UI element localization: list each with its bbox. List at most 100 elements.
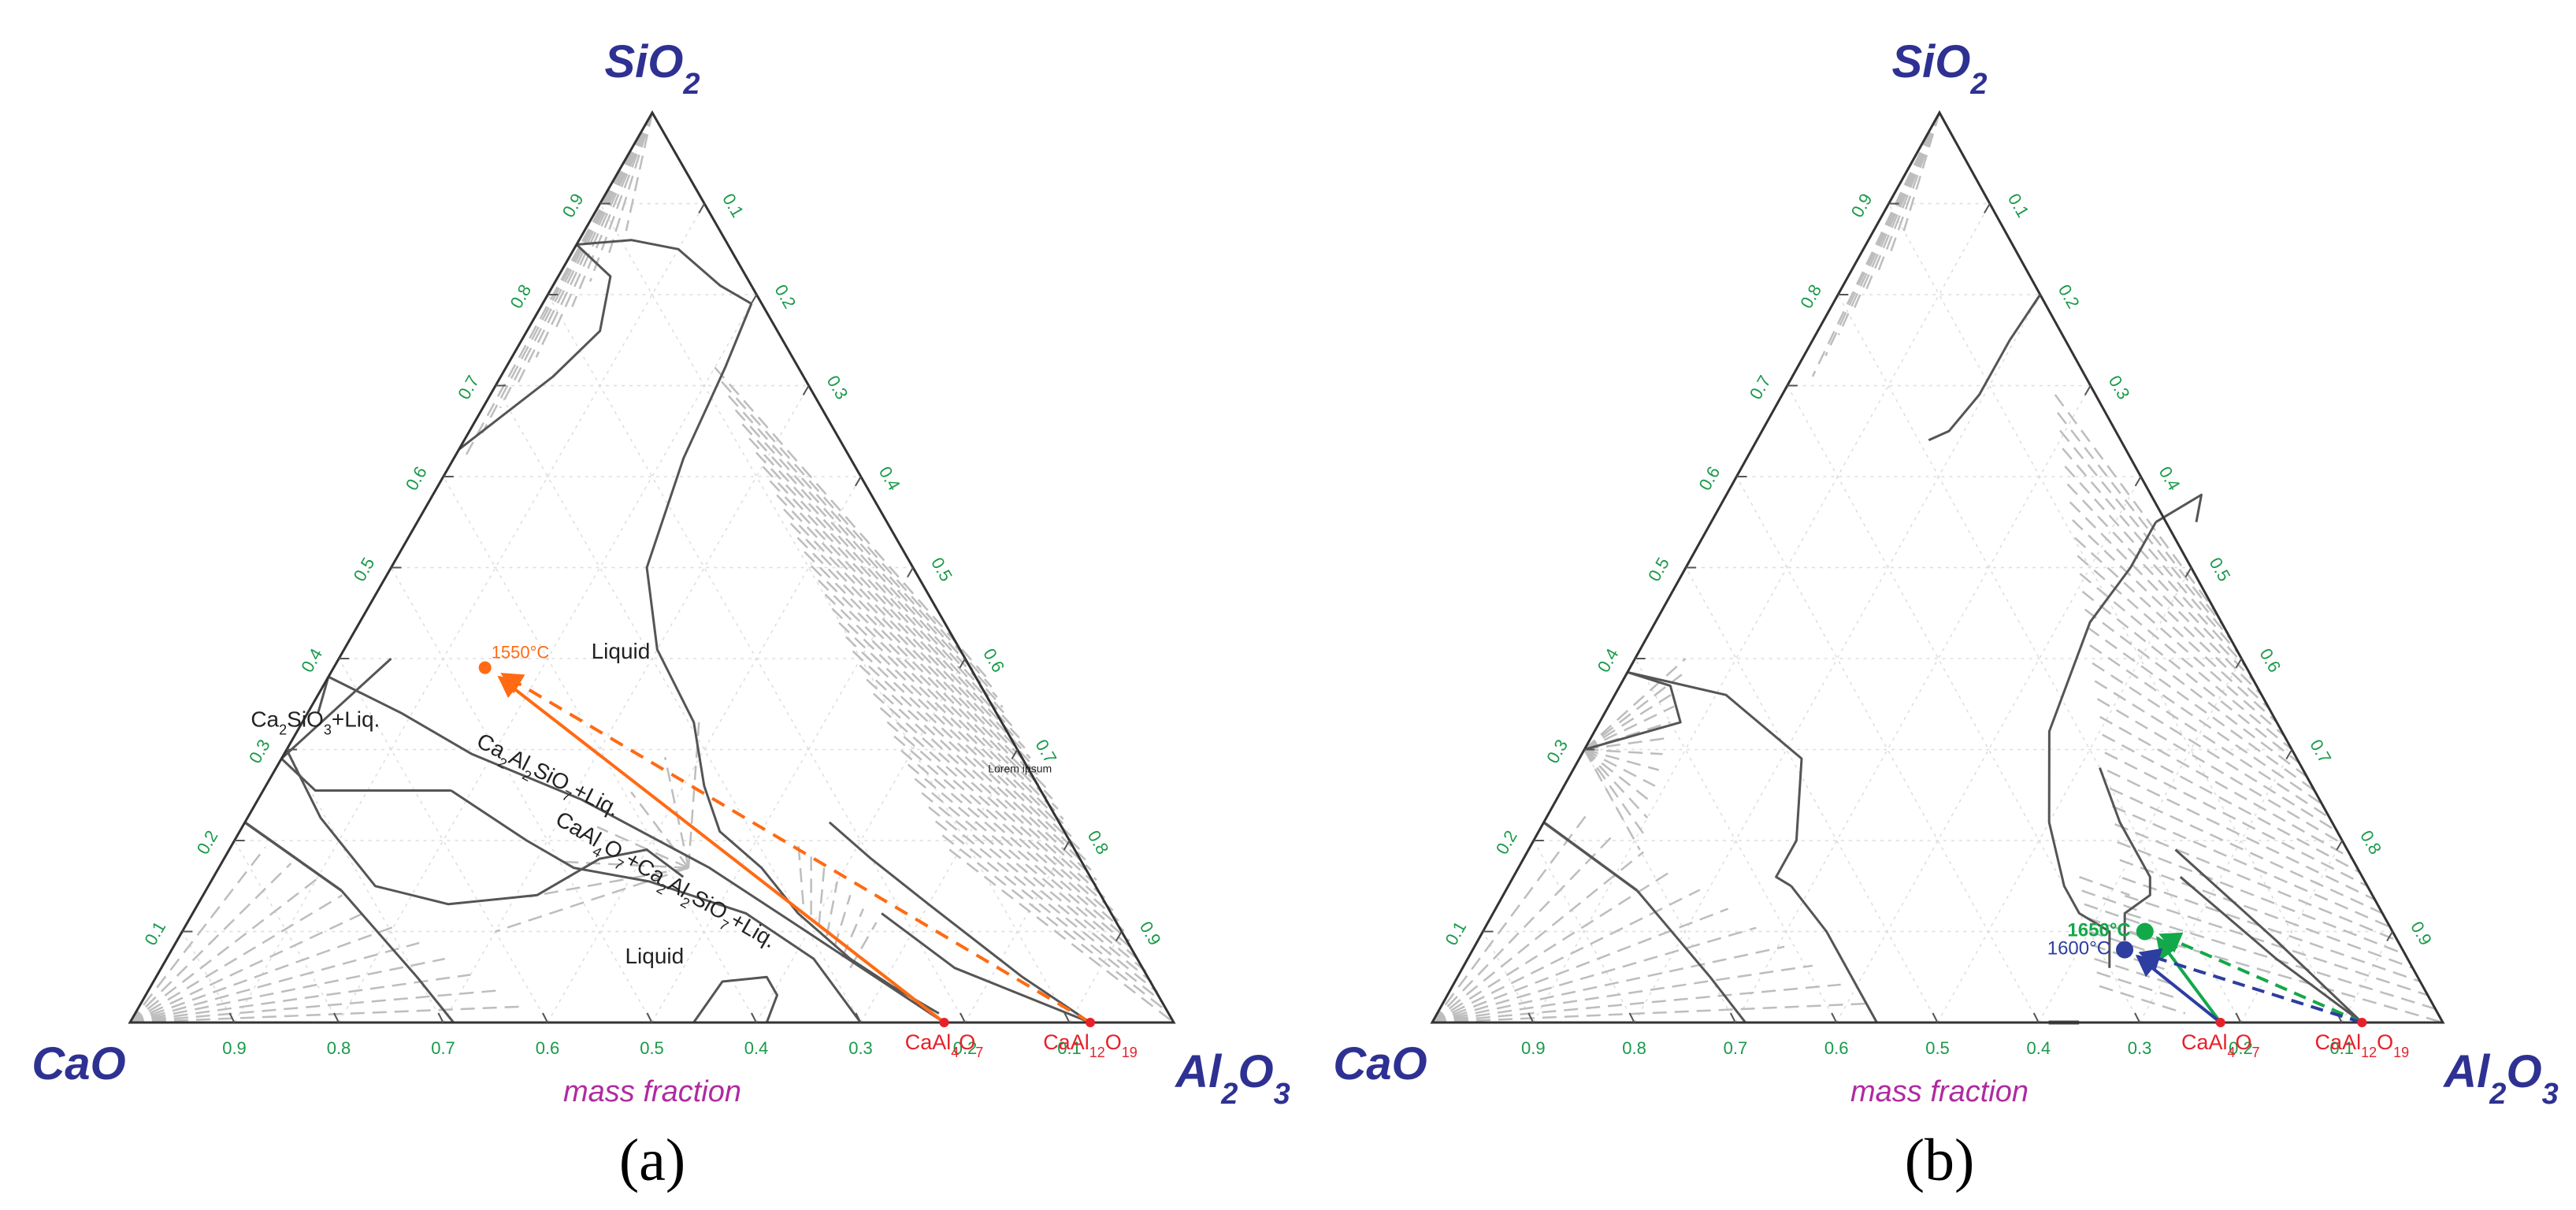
panel-a-tie-line	[727, 395, 998, 698]
panel-a-tick-label-right: 0.9	[1136, 918, 1165, 948]
panel-a-boundary-lower-liquid	[450, 789, 862, 1023]
panel-b-grid-line	[1532, 203, 1991, 1023]
panel-b-boundary-c2s-loop	[1627, 670, 1803, 888]
panel-b-tie-line	[2124, 894, 2429, 997]
panel-b-tie-line	[2099, 985, 2186, 1015]
panel-a-grid-line	[286, 749, 444, 1023]
panel-b-grid-line	[1533, 840, 1635, 1023]
panel-a-region-label-2: Ca2Al2SiO7+Liq.	[470, 728, 624, 826]
panel-b-tick	[2184, 566, 2192, 578]
panel-b-tie-line	[1584, 748, 1663, 755]
panel-b-tick-label-right: 0.5	[2206, 554, 2235, 585]
panel-b-vertex-top-label: SiO2	[1891, 36, 1987, 101]
panel-a-tie-line	[571, 112, 654, 307]
panel-b-compound-point-1	[2357, 1018, 2367, 1027]
panel-a-tie-line	[783, 508, 1042, 780]
panel-a-tie-line	[893, 735, 1130, 942]
panel-b-tie-line	[1431, 908, 1729, 1024]
panel-b-grid-line	[1482, 931, 1534, 1023]
panel-b-tie-line	[2072, 519, 2270, 710]
panel-b-tick-label-right: 0.7	[2306, 736, 2335, 766]
panel-b-tick	[2033, 294, 2041, 305]
panel-a-tie-line	[841, 908, 865, 958]
panel-a-tick	[1063, 840, 1071, 851]
panel-a-tie-line	[859, 664, 1103, 892]
panel-a-boundary-ca2sio3	[280, 757, 451, 792]
panel-b-tie-line	[1431, 983, 1841, 1024]
panel-a-tick-label-left: 0.3	[245, 736, 274, 766]
panel-a-tie-line	[129, 894, 343, 1024]
panel-b-tick-label-right: 0.2	[2054, 281, 2084, 312]
panel-b-tie-line	[1583, 658, 1687, 751]
panel-a-grid-line	[599, 203, 1071, 1023]
panel-a-grid-line	[651, 567, 914, 1023]
panel-b-tick-label-left: 0.1	[1441, 918, 1470, 948]
panel-b-boundary-left-loop	[1583, 670, 1682, 751]
panel-b-tie-line	[2062, 447, 2240, 655]
panel-b-grid-line	[1735, 385, 2092, 1023]
panel-b-tick-label-bottom: 0.8	[1622, 1038, 1646, 1058]
panel-b-tick	[1730, 1012, 1736, 1023]
panel-b-tie-line	[1583, 748, 1660, 771]
panel-a-region-label-1: Ca2SiO3+Liq.	[251, 707, 380, 738]
panel-b-grid	[1482, 202, 2393, 1023]
panel-b-tie-line	[2056, 411, 2225, 628]
panel-a-tie-line	[529, 867, 689, 898]
panel-b-grid-line	[1633, 294, 2041, 1023]
panel-b-boundary-c3a	[1636, 889, 1746, 1023]
panel-b-tie-line	[1583, 748, 1645, 835]
panel-a-tie-line	[776, 494, 1037, 770]
panel-b-boundary-cal12	[2174, 848, 2363, 1024]
panel-b-tick-label-right: 0.3	[2105, 372, 2134, 403]
panel-a-vertex-top-label: SiO2	[604, 36, 700, 101]
panel-a-boundary-silica-dome	[576, 239, 752, 305]
panel-b-boundary-c3s	[1542, 821, 1639, 892]
panel-a-vertex-right-label: Al2O3	[1174, 1046, 1290, 1111]
panel-b-tie-line	[2084, 608, 2308, 778]
panel-b-tie-line	[1837, 112, 1941, 336]
panel-b-tick	[2134, 1012, 2140, 1023]
panel-a-tick-label-left: 0.1	[140, 918, 169, 948]
panel-b-compound-points: CaAl4O7 CaAl12O19	[2181, 1018, 2409, 1060]
panel-a-tick-label-bottom: 0.3	[848, 1038, 873, 1058]
panel-b-tick-label-left: 0.4	[1594, 645, 1623, 676]
panel-b-boundary-right-top	[2155, 493, 2203, 523]
panel-b-tie-line	[2054, 394, 2218, 614]
panel-a-tie-line	[826, 881, 838, 937]
panel-b-tie-line	[2074, 536, 2277, 723]
panel-b-composition-paths	[2135, 932, 2363, 1024]
panel-b-path-cal12o19-to-1600	[2138, 948, 2363, 1024]
panel-b-tie-line	[1583, 689, 1679, 751]
panel-a-tie-line	[129, 862, 292, 1023]
panel-a-boundary-c2s-region	[285, 748, 685, 906]
panel-b-tie-line	[2106, 769, 2376, 901]
panel-a-tick	[751, 1012, 757, 1023]
panel-b-tick-label-left: 0.6	[1694, 463, 1724, 494]
panel-b-tie-line	[1850, 112, 1941, 315]
panel-a-tick	[333, 1012, 340, 1023]
panel-b-tie-line	[2069, 501, 2262, 696]
panel-b-triangle-outline	[1430, 109, 2445, 1024]
panel-b-tick-label-bottom: 0.9	[1521, 1038, 1546, 1058]
panel-b-tick-label-left: 0.5	[1644, 554, 1673, 585]
panel-b-tie-line	[1431, 1002, 1869, 1024]
panel-b-tie-line	[2089, 644, 2323, 805]
panel-a-vertex-left-label: CaO	[32, 1038, 125, 1089]
panel-b-tick-label-left: 0.8	[1796, 281, 1825, 312]
panel-b-grid-line	[2139, 749, 2292, 1023]
panel-a-tie-line	[886, 721, 1125, 932]
panel-b-tie-line	[2104, 752, 2368, 887]
panel-a-tick	[960, 1012, 966, 1023]
panel-a-boundary-liquidus-right	[645, 302, 940, 1015]
panel-a-mass-fraction-label: mass fraction	[563, 1075, 741, 1108]
panel-b-tick-label-bottom: 0.2	[2229, 1038, 2253, 1058]
panel-a: 0.1 0.1 0.1 0.2 0.2 0.2 0.3 0.3 0.3 0.4 0.4 0.4 0.5 0…	[32, 36, 1290, 1193]
panel-b-tick	[2134, 476, 2142, 487]
panel-b-tie-line	[2081, 889, 2137, 911]
panel-a-tie-line	[852, 650, 1097, 882]
panel-b-temperature-label-1: 1600°C	[2047, 938, 2110, 959]
panel-b-tie-line	[2087, 626, 2315, 792]
panel-a-tie-line	[921, 792, 1153, 983]
panel-a-tie-line	[948, 848, 1175, 1023]
